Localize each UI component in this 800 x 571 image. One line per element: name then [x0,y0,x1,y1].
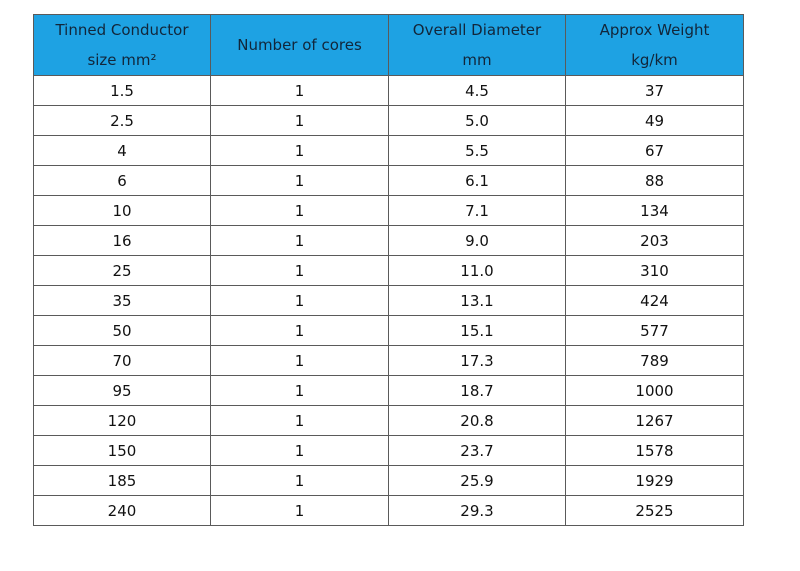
cell-conductor-size: 185 [33,465,211,496]
cell-conductor-size: 1.5 [33,75,211,106]
cell-approx-weight: 1000 [565,375,744,406]
cell-conductor-size: 120 [33,405,211,436]
cell-overall-diameter: 11.0 [388,255,566,286]
cell-conductor-size: 50 [33,315,211,346]
cell-number-of-cores: 1 [210,165,389,196]
cell-approx-weight: 203 [565,225,744,256]
cell-overall-diameter: 7.1 [388,195,566,226]
cell-number-of-cores: 1 [210,345,389,376]
table-row: 70 1 17.3 789 [33,345,744,376]
cell-approx-weight: 1267 [565,405,744,436]
header-conductor-size: Tinned Conductor size mm² [33,14,211,76]
cell-overall-diameter: 5.0 [388,105,566,136]
cell-number-of-cores: 1 [210,255,389,286]
cell-overall-diameter: 25.9 [388,465,566,496]
cell-overall-diameter: 20.8 [388,405,566,436]
cell-conductor-size: 2.5 [33,105,211,136]
cell-conductor-size: 25 [33,255,211,286]
cell-approx-weight: 88 [565,165,744,196]
table-row: 10 1 7.1 134 [33,195,744,226]
table-row: 50 1 15.1 577 [33,315,744,346]
cell-number-of-cores: 1 [210,375,389,406]
cell-approx-weight: 1578 [565,435,744,466]
cell-conductor-size: 6 [33,165,211,196]
cell-approx-weight: 424 [565,285,744,316]
table-row: 120 1 20.8 1267 [33,405,744,436]
cell-overall-diameter: 13.1 [388,285,566,316]
cell-overall-diameter: 6.1 [388,165,566,196]
header-approx-weight-line2: kg/km [631,51,678,69]
cell-number-of-cores: 1 [210,195,389,226]
cell-overall-diameter: 5.5 [388,135,566,166]
table-row: 35 1 13.1 424 [33,285,744,316]
cell-conductor-size: 95 [33,375,211,406]
header-overall-diameter-line2: mm [462,51,492,69]
cell-number-of-cores: 1 [210,105,389,136]
cell-number-of-cores: 1 [210,135,389,166]
table-row: 150 1 23.7 1578 [33,435,744,466]
table-row: 95 1 18.7 1000 [33,375,744,406]
cell-overall-diameter: 18.7 [388,375,566,406]
cell-overall-diameter: 17.3 [388,345,566,376]
cell-number-of-cores: 1 [210,75,389,106]
table-row: 185 1 25.9 1929 [33,465,744,496]
cell-conductor-size: 10 [33,195,211,226]
cell-overall-diameter: 29.3 [388,495,566,526]
cell-number-of-cores: 1 [210,405,389,436]
table-row: 1.5 1 4.5 37 [33,75,744,106]
header-conductor-size-line1: Tinned Conductor [55,21,189,39]
cell-overall-diameter: 9.0 [388,225,566,256]
header-overall-diameter-line1: Overall Diameter [412,21,542,39]
cell-conductor-size: 16 [33,225,211,256]
cell-conductor-size: 240 [33,495,211,526]
header-number-of-cores-label: Number of cores [237,36,362,54]
cell-approx-weight: 49 [565,105,744,136]
table-row: 25 1 11.0 310 [33,255,744,286]
cell-approx-weight: 67 [565,135,744,166]
header-conductor-size-line2: size mm² [87,51,157,69]
table-row: 16 1 9.0 203 [33,225,744,256]
header-approx-weight-line1: Approx Weight [599,21,710,39]
cell-number-of-cores: 1 [210,435,389,466]
cell-conductor-size: 70 [33,345,211,376]
cell-number-of-cores: 1 [210,315,389,346]
cell-approx-weight: 37 [565,75,744,106]
cell-number-of-cores: 1 [210,495,389,526]
table-header: Tinned Conductor size mm² Number of core… [33,14,744,76]
cell-number-of-cores: 1 [210,285,389,316]
cell-overall-diameter: 15.1 [388,315,566,346]
cell-number-of-cores: 1 [210,225,389,256]
table-row: 4 1 5.5 67 [33,135,744,166]
cell-conductor-size: 35 [33,285,211,316]
table-row: 6 1 6.1 88 [33,165,744,196]
cell-approx-weight: 134 [565,195,744,226]
cell-overall-diameter: 23.7 [388,435,566,466]
cell-approx-weight: 2525 [565,495,744,526]
header-approx-weight: Approx Weight kg/km [565,14,744,76]
table-row: 240 1 29.3 2525 [33,495,744,526]
header-overall-diameter: Overall Diameter mm [388,14,566,76]
header-number-of-cores: Number of cores [210,14,389,76]
cell-number-of-cores: 1 [210,465,389,496]
cell-overall-diameter: 4.5 [388,75,566,106]
cell-approx-weight: 577 [565,315,744,346]
cell-conductor-size: 4 [33,135,211,166]
cell-approx-weight: 310 [565,255,744,286]
cell-approx-weight: 789 [565,345,744,376]
cell-approx-weight: 1929 [565,465,744,496]
cell-conductor-size: 150 [33,435,211,466]
table-row: 2.5 1 5.0 49 [33,105,744,136]
header-row: Tinned Conductor size mm² Number of core… [33,14,744,76]
cable-spec-table: Tinned Conductor size mm² Number of core… [33,14,744,526]
table-body: 1.5 1 4.5 37 2.5 1 5.0 49 4 1 5.5 67 6 1 6.1 88 10 1 7.1 13… [33,75,744,526]
